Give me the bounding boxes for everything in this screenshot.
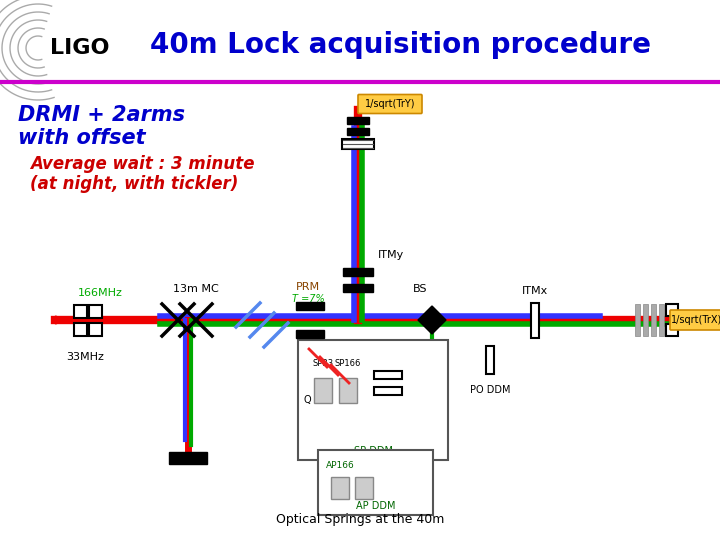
Text: PO DDM: PO DDM <box>469 385 510 395</box>
Bar <box>347 117 369 124</box>
Text: LIGO: LIGO <box>50 38 109 58</box>
Polygon shape <box>418 306 446 334</box>
Bar <box>666 324 678 336</box>
Bar <box>331 477 349 499</box>
Bar <box>343 284 373 292</box>
Text: 1/sqrt(TrY): 1/sqrt(TrY) <box>365 99 415 109</box>
Bar <box>650 304 655 336</box>
Text: T =7%: T =7% <box>292 294 325 304</box>
Bar <box>298 340 448 460</box>
Bar <box>347 127 369 134</box>
Bar <box>73 322 86 335</box>
Bar <box>531 302 539 338</box>
Text: SP DDM: SP DDM <box>354 446 392 456</box>
Bar <box>296 330 324 338</box>
Text: with offset: with offset <box>18 128 145 148</box>
Bar <box>314 377 332 402</box>
FancyBboxPatch shape <box>670 310 720 330</box>
Bar <box>634 304 639 336</box>
Bar <box>666 304 678 316</box>
Text: DRMI + 2arms: DRMI + 2arms <box>18 105 185 125</box>
Bar <box>355 477 373 499</box>
Bar <box>89 305 102 318</box>
Text: ITMx: ITMx <box>522 286 548 296</box>
Text: 33MHz: 33MHz <box>66 352 104 362</box>
Text: 13m MC: 13m MC <box>173 284 219 294</box>
Bar <box>374 387 402 395</box>
Bar <box>642 304 647 336</box>
Bar <box>339 377 357 402</box>
Text: Q: Q <box>304 395 312 405</box>
Text: PRM: PRM <box>296 282 320 292</box>
Bar <box>343 268 373 276</box>
Bar <box>486 346 494 374</box>
Text: SP33: SP33 <box>312 359 333 368</box>
Text: AP166: AP166 <box>325 461 354 470</box>
Text: 40m Lock acquisition procedure: 40m Lock acquisition procedure <box>150 31 650 59</box>
Text: ITMy: ITMy <box>378 250 404 260</box>
Bar <box>342 139 374 149</box>
Text: SP166: SP166 <box>335 359 361 368</box>
Text: 1/sqrt(TrX): 1/sqrt(TrX) <box>671 315 720 325</box>
Text: (at night, with tickler): (at night, with tickler) <box>30 175 238 193</box>
Bar <box>169 452 207 464</box>
Text: Average wait : 3 minute: Average wait : 3 minute <box>30 155 254 173</box>
Text: AP DDM: AP DDM <box>356 501 395 511</box>
Bar <box>73 305 86 318</box>
Bar <box>374 371 402 379</box>
Bar <box>318 450 433 515</box>
FancyBboxPatch shape <box>358 94 422 113</box>
Text: BS: BS <box>413 284 427 294</box>
Text: Optical Springs at the 40m: Optical Springs at the 40m <box>276 514 444 526</box>
Text: SRM: SRM <box>348 368 372 378</box>
Bar <box>296 302 324 310</box>
Bar <box>89 322 102 335</box>
Bar <box>659 304 664 336</box>
Text: 166MHz: 166MHz <box>78 288 122 298</box>
Text: T =7%: T =7% <box>339 382 372 392</box>
